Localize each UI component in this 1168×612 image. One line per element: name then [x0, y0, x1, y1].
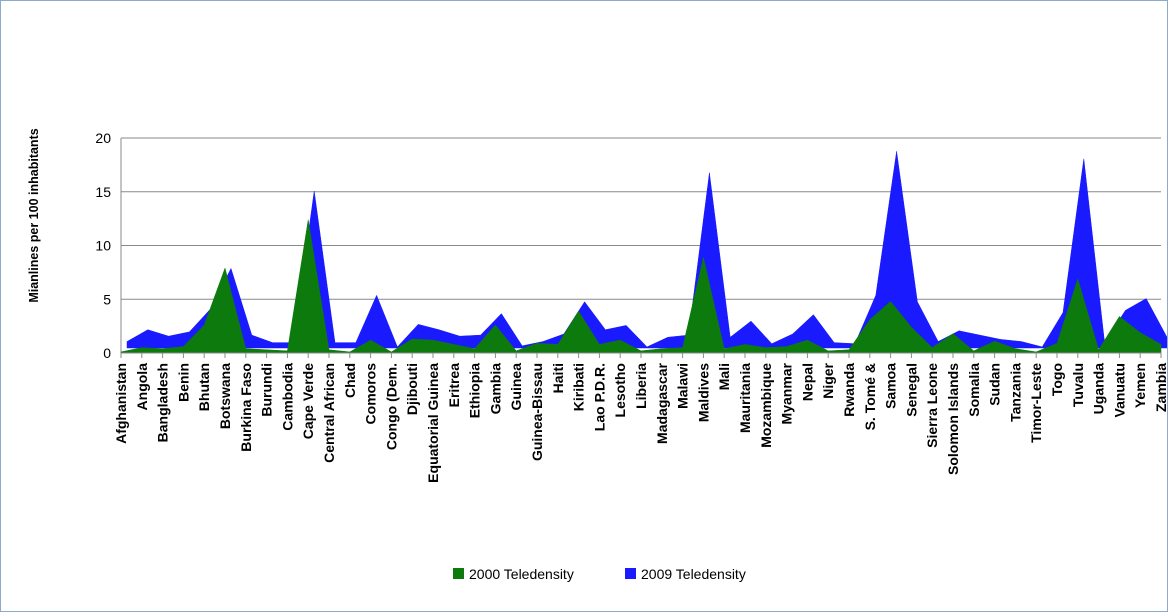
x-tick-label: Chad: [342, 363, 358, 398]
x-tick-label: Malawi: [675, 363, 691, 409]
x-tick-label: Mozambique: [758, 363, 774, 448]
x-tick-label: Guinea-Bissau: [529, 363, 545, 461]
x-tick-label: Uganda: [1091, 363, 1107, 415]
y-tick-label: 20: [95, 130, 111, 146]
x-tick-label: Nepal: [799, 363, 815, 401]
series-2009-area: [126, 151, 1167, 349]
x-tick-label: Tanzania: [1007, 363, 1023, 422]
x-tick-label: Benin: [175, 363, 191, 402]
x-tick-label: Botswana: [217, 363, 233, 429]
x-tick-label: Samoa: [883, 363, 899, 409]
x-tick-label: Solomon Islands: [945, 363, 961, 475]
x-tick-label: Timor-Leste: [1028, 363, 1044, 443]
x-tick-label: Niger: [820, 362, 836, 398]
x-tick-label: Zambia: [1153, 363, 1167, 412]
x-tick-label: Madagascar: [654, 362, 670, 443]
x-tick-label: Ethiopia: [467, 363, 483, 418]
y-tick-label: 10: [95, 238, 111, 254]
x-tick-label: Mali: [716, 363, 732, 390]
x-tick-label: Haiti: [550, 363, 566, 393]
x-tick-label: Bangladesh: [155, 363, 171, 442]
x-tick-label: Comoros: [363, 363, 379, 425]
x-tick-label: Lao P.D.R.: [591, 363, 607, 431]
x-tick-label: Djibouti: [404, 363, 420, 415]
y-tick-label: 15: [95, 184, 111, 200]
x-tick-label: Maldives: [695, 363, 711, 422]
legend-swatch-1: [625, 568, 636, 579]
x-tick-label: Somalia: [966, 363, 982, 417]
x-tick-label: Afghanistan: [113, 363, 129, 444]
x-tick-label: Myanmar: [779, 362, 795, 424]
x-tick-label: Cambodia: [279, 363, 295, 431]
x-tick-label: Cape Verde: [300, 363, 316, 439]
x-tick-label: Equatorial Guinea: [425, 363, 441, 483]
x-tick-label: Liberia: [633, 363, 649, 409]
x-tick-label: S. Tomé &: [862, 363, 878, 430]
x-tick-label: Angola: [134, 363, 150, 411]
x-tick-label: Rwanda: [841, 363, 857, 417]
series-2000-area: [120, 219, 1162, 354]
legend-swatch-0: [453, 568, 464, 579]
x-tick-label: Togo: [1049, 363, 1065, 396]
legend-label-1: 2009 Teledensity: [641, 566, 746, 582]
x-tick-label: Central African: [321, 363, 337, 463]
x-tick-label: Eritrea: [446, 363, 462, 408]
x-tick-label: Senegal: [903, 363, 919, 417]
x-tick-label: Mauritania: [737, 363, 753, 433]
x-tick-label: Congo (Dem.: [383, 363, 399, 450]
x-tick-label: Tuvalu: [1070, 363, 1086, 407]
x-tick-label: Bhutan: [196, 363, 212, 411]
x-tick-label: Vanuatu: [1111, 363, 1127, 417]
x-tick-label: Lesotho: [612, 363, 628, 417]
x-tick-label: Sudan: [987, 363, 1003, 406]
x-tick-label: Gambia: [487, 363, 503, 415]
x-tick-label: Sierra Leone: [924, 363, 940, 448]
legend-label-0: 2000 Teledensity: [469, 566, 574, 582]
x-tick-label: Kiribati: [571, 363, 587, 411]
x-tick-label: Burundi: [259, 363, 275, 417]
x-tick-label: Yemen: [1132, 363, 1148, 408]
y-axis-title: Mianlines per 100 inhabitants: [27, 128, 41, 302]
x-tick-label: Burkina Faso: [238, 363, 254, 452]
y-tick-label: 0: [103, 345, 111, 361]
y-tick-label: 5: [103, 291, 111, 307]
x-tick-label: Guinea: [508, 363, 524, 411]
